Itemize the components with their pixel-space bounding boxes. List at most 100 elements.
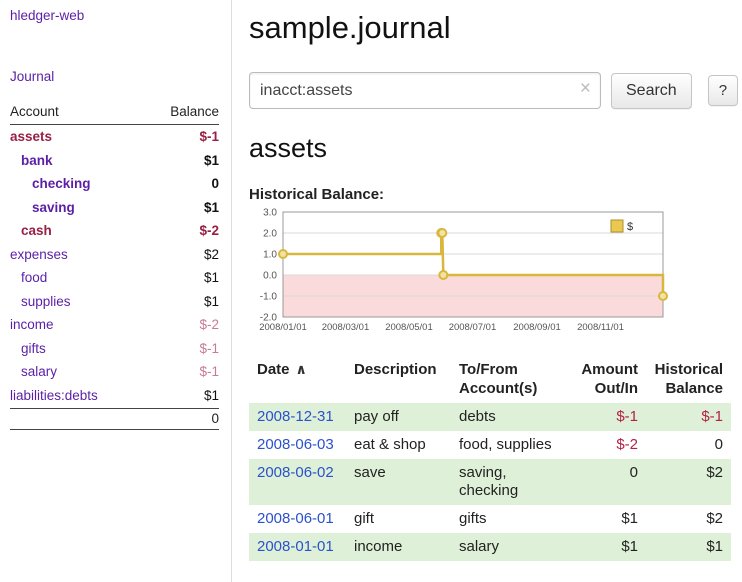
register-balance-cell: 0 [714, 435, 723, 453]
account-link[interactable]: liabilities:debts [10, 387, 98, 403]
transaction-date-link[interactable]: 2008-12-31 [257, 407, 334, 425]
search-bar: × Search ? [249, 72, 739, 109]
accounts-total-value: 0 [211, 411, 219, 426]
chart-title: Historical Balance: [249, 186, 385, 203]
register-description-cell: save [354, 463, 386, 481]
account-link[interactable]: bank [21, 152, 53, 168]
search-button[interactable]: Search [611, 72, 692, 109]
app-title-link[interactable]: hledger-web [10, 8, 85, 23]
x-axis-label: 2008/05/01 [385, 322, 433, 333]
accounts-table: Account Balance assets $-1 bank $1 checking 0… [10, 104, 219, 430]
register-date-cell: 2008-06-02 [249, 459, 346, 505]
account-link[interactable]: gifts [21, 340, 46, 356]
register-date-cell: 2008-06-01 [249, 505, 346, 533]
clear-search-icon[interactable]: × [579, 78, 591, 99]
sidebar-item-journal[interactable]: Journal [10, 69, 55, 84]
account-link[interactable]: food [21, 270, 48, 285]
register-accounts-cell: food, supplies [459, 435, 552, 453]
account-balance: $2 [203, 246, 219, 262]
register-accounts-cell: saving, checking [459, 463, 519, 499]
account-row: cash $-2 [10, 219, 219, 243]
register-balance-cell: $1 [706, 537, 723, 555]
account-balance: $1 [203, 199, 219, 215]
account-row: gifts $-1 [10, 337, 219, 361]
y-axis-label: 0.0 [263, 271, 277, 282]
accounts-total-row: 0 [10, 408, 219, 430]
transaction-date-link[interactable]: 2008-06-02 [257, 463, 334, 481]
register-description-cell: eat & shop [354, 435, 426, 453]
account-row: expenses $2 [10, 243, 219, 267]
account-link[interactable]: supplies [21, 293, 71, 309]
x-axis-label: 2008/03/01 [322, 322, 370, 333]
register-amount-cell: $-2 [616, 435, 638, 453]
account-link[interactable]: checking [32, 176, 91, 191]
chart-marker [278, 249, 288, 259]
balance-chart: 3.0 2.0 1.0 0.0 -1.0 -2.0 2008/01/01 2008/03/01… [249, 207, 738, 343]
account-row: salary $-1 [10, 360, 219, 384]
chart-marker [438, 270, 449, 280]
register-date-cell: 2008-12-31 [249, 403, 346, 431]
chart-legend: $ [610, 219, 633, 233]
page-title: sample.journal [249, 10, 451, 45]
search-input[interactable] [249, 72, 601, 109]
y-axis-label: 1.0 [263, 250, 277, 261]
register-table: Date ∧ Description To/From Account(s) Amount… [249, 357, 731, 561]
y-axis-label: -1.0 [260, 292, 278, 303]
account-link[interactable]: cash [21, 223, 52, 238]
register-header-to-from-account-s-: To/From Account(s) [451, 357, 566, 403]
account-link[interactable]: assets [10, 129, 53, 144]
account-balance: $1 [203, 152, 219, 168]
register-row: 2008-06-01 gift gifts $1 $2 [249, 505, 731, 533]
accounts-rows: assets $-1 bank $1 checking 0 saving $1 cash $-2 e… [10, 125, 219, 407]
search-box: × [249, 72, 601, 109]
account-link[interactable]: income [10, 317, 54, 332]
register-row: 2008-06-02 save saving, checking 0 $2 [249, 458, 731, 505]
register-amount-cell: $-1 [616, 407, 638, 425]
register-row: 2008-06-03 eat & shop food, supplies $-2 0 [249, 431, 731, 459]
account-balance: $1 [203, 270, 219, 285]
register-accounts-cell: salary [459, 537, 500, 555]
chart-marker [658, 291, 668, 301]
account-row: liabilities:debts $1 [10, 384, 219, 408]
transaction-date-link[interactable]: 2008-06-03 [257, 435, 334, 453]
register-amount-cell: 0 [629, 463, 638, 481]
register-balance-cell: $2 [706, 509, 723, 527]
accounts-header-balance: Balance [170, 104, 219, 119]
transaction-date-link[interactable]: 2008-01-01 [257, 537, 334, 555]
account-link[interactable]: saving [32, 199, 75, 215]
register-row: 2008-12-31 pay off debts $-1 $-1 [249, 402, 731, 431]
y-axis-label: 2.0 [263, 229, 277, 240]
help-button[interactable]: ? [707, 75, 739, 106]
x-axis-label: 2008/01/01 [259, 322, 307, 333]
register-description-cell: pay off [354, 407, 399, 425]
legend-swatch [610, 219, 624, 233]
y-axis-label: -2.0 [260, 313, 278, 324]
register-header-amount-out-in: Amount Out/In [566, 357, 646, 403]
register-header-historical-balance: Historical Balance [646, 357, 731, 403]
account-link[interactable]: salary [21, 364, 58, 379]
register-row: 2008-01-01 income salary $1 $1 [249, 532, 731, 561]
register-header-date[interactable]: Date ∧ [249, 357, 346, 403]
account-row: checking 0 [10, 172, 219, 196]
account-link[interactable]: expenses [10, 246, 68, 262]
chart-marker [437, 228, 448, 238]
register-header-label: To/From Account(s) [459, 361, 538, 397]
accounts-header-account: Account [10, 104, 59, 119]
account-balance: $-2 [199, 223, 219, 238]
account-balance: 0 [211, 176, 219, 191]
account-row: income $-2 [10, 313, 219, 337]
account-balance: $-1 [199, 129, 219, 144]
transaction-date-link[interactable]: 2008-06-01 [257, 509, 334, 527]
register-balance-cell: $2 [706, 463, 723, 481]
register-amount-cell: $1 [621, 537, 638, 555]
account-balance: $-1 [199, 340, 219, 356]
account-row: assets $-1 [10, 125, 219, 149]
accounts-table-header: Account Balance [10, 104, 219, 125]
sidebar: hledger-web Journal Account Balance asse… [0, 0, 232, 582]
register-header-label: Date [257, 361, 290, 378]
account-row: bank $1 [10, 149, 219, 173]
register-accounts-cell: debts [459, 407, 496, 425]
account-balance: $-1 [199, 364, 219, 379]
account-balance: $-2 [199, 317, 219, 332]
